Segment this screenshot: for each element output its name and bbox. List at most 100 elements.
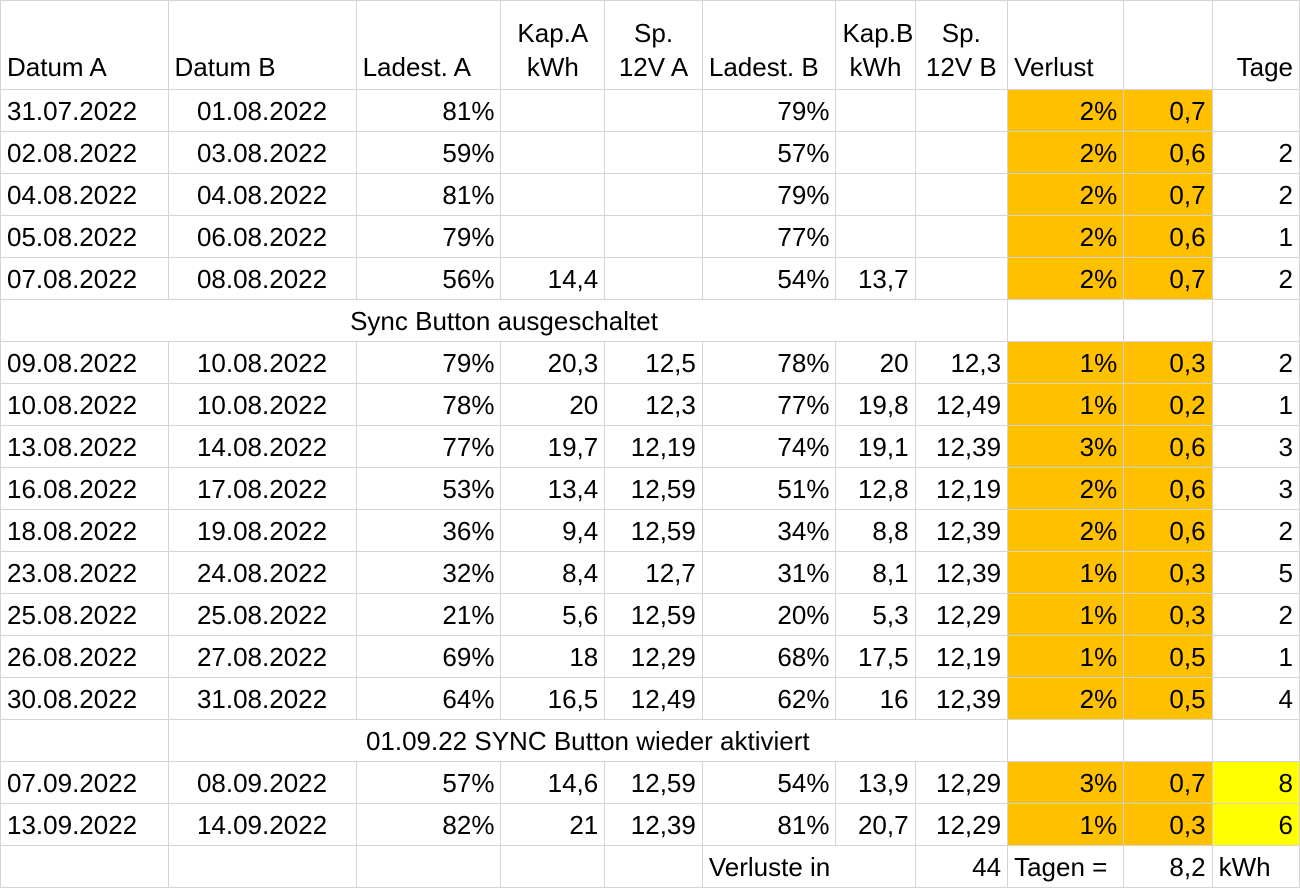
summary-days[interactable]: 44 <box>914 845 1009 888</box>
data-cell[interactable] <box>1211 89 1300 132</box>
data-cell[interactable]: 12,39 <box>604 803 703 846</box>
header-cell[interactable]: Kap.A kWh <box>500 0 606 90</box>
data-cell[interactable]: 78% <box>355 383 502 426</box>
data-cell[interactable]: 2% <box>1007 257 1125 300</box>
data-cell[interactable]: 78% <box>701 341 837 384</box>
empty-cell[interactable] <box>167 845 357 888</box>
data-cell[interactable]: 13.08.2022 <box>0 425 169 468</box>
empty-cell[interactable] <box>1211 719 1300 762</box>
data-cell[interactable]: 56% <box>355 257 502 300</box>
data-cell[interactable]: 2% <box>1007 215 1125 258</box>
data-cell[interactable]: 20,3 <box>500 341 606 384</box>
data-cell[interactable] <box>500 89 606 132</box>
data-cell[interactable]: 2 <box>1211 173 1300 216</box>
data-cell[interactable] <box>914 173 1009 216</box>
empty-cell[interactable] <box>1123 299 1213 342</box>
data-cell[interactable]: 31% <box>701 551 837 594</box>
data-cell[interactable]: 12,49 <box>914 383 1009 426</box>
data-cell[interactable]: 31.08.2022 <box>167 677 357 720</box>
data-cell[interactable]: 5,6 <box>500 593 606 636</box>
data-cell[interactable]: 0,7 <box>1123 257 1213 300</box>
note-cell[interactable]: 01.09.22 SYNC Button wieder aktiviert <box>167 719 1009 762</box>
data-cell[interactable]: 12,29 <box>914 593 1009 636</box>
data-cell[interactable]: 0,5 <box>1123 677 1213 720</box>
data-cell[interactable]: 09.08.2022 <box>0 341 169 384</box>
data-cell[interactable]: 8,8 <box>835 509 916 552</box>
data-cell[interactable]: 79% <box>355 215 502 258</box>
data-cell[interactable]: 1 <box>1211 383 1300 426</box>
data-cell[interactable]: 3% <box>1007 761 1125 804</box>
data-cell[interactable]: 77% <box>701 383 837 426</box>
data-cell[interactable]: 17,5 <box>835 635 916 678</box>
data-cell[interactable]: 81% <box>701 803 837 846</box>
data-cell[interactable]: 2 <box>1211 593 1300 636</box>
data-cell[interactable]: 12,3 <box>914 341 1009 384</box>
data-cell[interactable]: 79% <box>355 341 502 384</box>
data-cell[interactable]: 0,3 <box>1123 803 1213 846</box>
data-cell[interactable]: 74% <box>701 425 837 468</box>
data-cell[interactable] <box>835 89 916 132</box>
data-cell[interactable]: 34% <box>701 509 837 552</box>
data-cell[interactable]: 16 <box>835 677 916 720</box>
data-cell[interactable]: 25.08.2022 <box>167 593 357 636</box>
data-cell[interactable]: 12,19 <box>914 467 1009 510</box>
data-cell[interactable]: 23.08.2022 <box>0 551 169 594</box>
data-cell[interactable]: 0,6 <box>1123 467 1213 510</box>
empty-cell[interactable] <box>1123 719 1213 762</box>
summary-unit[interactable]: kWh <box>1211 845 1300 888</box>
data-cell[interactable]: 19.08.2022 <box>167 509 357 552</box>
data-cell[interactable]: 2 <box>1211 257 1300 300</box>
data-cell[interactable]: 12,19 <box>914 635 1009 678</box>
data-cell[interactable]: 13.09.2022 <box>0 803 169 846</box>
data-cell[interactable]: 1 <box>1211 635 1300 678</box>
empty-cell[interactable] <box>1211 299 1300 342</box>
data-cell[interactable]: 8 <box>1211 761 1300 804</box>
note-cell[interactable]: Sync Button ausgeschaltet <box>0 299 1009 342</box>
data-cell[interactable] <box>604 173 703 216</box>
empty-cell[interactable] <box>0 845 169 888</box>
data-cell[interactable]: 12,39 <box>914 509 1009 552</box>
data-cell[interactable]: 2% <box>1007 131 1125 174</box>
header-cell[interactable]: Tage <box>1211 0 1300 90</box>
data-cell[interactable]: 25.08.2022 <box>0 593 169 636</box>
data-cell[interactable]: 3% <box>1007 425 1125 468</box>
header-cell[interactable]: Verlust <box>1007 0 1125 90</box>
data-cell[interactable]: 77% <box>355 425 502 468</box>
data-cell[interactable]: 02.08.2022 <box>0 131 169 174</box>
data-cell[interactable] <box>914 257 1009 300</box>
data-cell[interactable] <box>604 89 703 132</box>
data-cell[interactable]: 2% <box>1007 467 1125 510</box>
data-cell[interactable]: 8,4 <box>500 551 606 594</box>
data-cell[interactable]: 57% <box>701 131 837 174</box>
data-cell[interactable]: 79% <box>701 89 837 132</box>
data-cell[interactable] <box>500 131 606 174</box>
data-cell[interactable]: 20,7 <box>835 803 916 846</box>
data-cell[interactable]: 13,7 <box>835 257 916 300</box>
data-cell[interactable]: 12,59 <box>604 761 703 804</box>
data-cell[interactable]: 1% <box>1007 803 1125 846</box>
data-cell[interactable]: 21% <box>355 593 502 636</box>
data-cell[interactable]: 1% <box>1007 635 1125 678</box>
data-cell[interactable]: 08.08.2022 <box>167 257 357 300</box>
data-cell[interactable]: 04.08.2022 <box>167 173 357 216</box>
data-cell[interactable]: 53% <box>355 467 502 510</box>
data-cell[interactable]: 2 <box>1211 341 1300 384</box>
data-cell[interactable]: 32% <box>355 551 502 594</box>
summary-days-label[interactable]: Tagen = <box>1007 845 1125 888</box>
data-cell[interactable]: 0,5 <box>1123 635 1213 678</box>
data-cell[interactable]: 5,3 <box>835 593 916 636</box>
data-cell[interactable]: 5 <box>1211 551 1300 594</box>
data-cell[interactable]: 6 <box>1211 803 1300 846</box>
data-cell[interactable]: 51% <box>701 467 837 510</box>
data-cell[interactable]: 19,8 <box>835 383 916 426</box>
data-cell[interactable]: 24.08.2022 <box>167 551 357 594</box>
data-cell[interactable]: 82% <box>355 803 502 846</box>
data-cell[interactable]: 12,59 <box>604 467 703 510</box>
data-cell[interactable]: 59% <box>355 131 502 174</box>
data-cell[interactable]: 62% <box>701 677 837 720</box>
data-cell[interactable]: 26.08.2022 <box>0 635 169 678</box>
data-cell[interactable] <box>604 131 703 174</box>
data-cell[interactable]: 12,3 <box>604 383 703 426</box>
data-cell[interactable] <box>604 215 703 258</box>
data-cell[interactable]: 13,4 <box>500 467 606 510</box>
